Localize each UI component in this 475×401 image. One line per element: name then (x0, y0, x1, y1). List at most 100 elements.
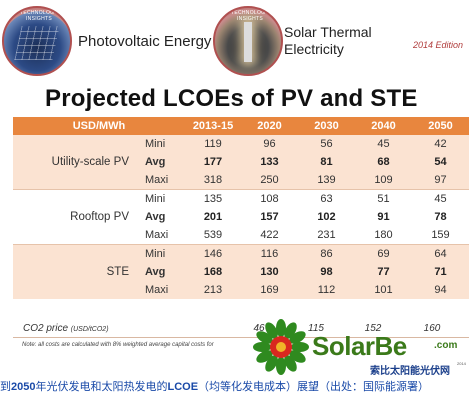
solarbe-domain: .com (434, 340, 458, 351)
value-cell: 116 (241, 244, 298, 263)
value-cell: 91 (355, 208, 412, 226)
ste-badge-logo: TECHNOLOGY INSIGHTS (213, 6, 283, 76)
report-header: TECHNOLOGY INSIGHTS Photovoltaic Energy … (0, 0, 475, 80)
level-cell: Avg (133, 153, 185, 171)
value-cell: 45 (355, 135, 412, 153)
table-row: STE Avg 168 130 98 77 71 (13, 263, 469, 281)
image-caption: 到2050年光伏发电和太阳热发电的LCOE（均等化发电成本）展望（出处：国际能源… (0, 378, 475, 394)
solarbe-chinese-name: 索比太阳能光伏网 (370, 366, 450, 377)
value-cell: 146 (185, 244, 241, 263)
value-cell: 78 (412, 208, 469, 226)
value-cell: 69 (355, 244, 412, 263)
value-cell: 81 (298, 153, 355, 171)
pv-badge-text: TECHNOLOGY INSIGHTS (19, 10, 58, 22)
solar-panel-icon (14, 26, 60, 60)
level-cell: Avg (133, 208, 185, 226)
ste-title-line1: Solar Thermal (284, 24, 372, 40)
value-cell: 68 (355, 153, 412, 171)
value-cell: 112 (298, 281, 355, 299)
caption-suffix: （均等化发电成本）展望（出处：国际能源署） (198, 381, 430, 393)
value-cell: 133 (241, 153, 298, 171)
table-row: Mini 119 96 56 45 42 (13, 135, 469, 153)
category-cell (13, 226, 133, 245)
category-cell (13, 244, 133, 263)
year-header: 2030 (298, 117, 355, 135)
caption-mid: 年光伏发电和太阳热发电的 (35, 381, 168, 393)
category-cell: STE (13, 263, 133, 281)
co2-price-row: CO2 price (USD/tCO2) 46 115 152 160 (13, 323, 469, 337)
table-row: Maxi 213 169 112 101 94 (13, 281, 469, 299)
value-cell: 130 (241, 263, 298, 281)
value-cell: 63 (298, 189, 355, 208)
value-cell: 177 (185, 153, 241, 171)
caption-prefix: 到 (0, 381, 11, 393)
co2-value: 115 (308, 323, 324, 334)
value-cell: 45 (412, 189, 469, 208)
value-cell: 201 (185, 208, 241, 226)
value-cell: 42 (412, 135, 469, 153)
ste-badge-text: TECHNOLOGY INSIGHTS (230, 10, 269, 22)
value-cell: 169 (241, 281, 298, 299)
co2-label-unit: (USD/tCO2) (70, 326, 109, 333)
watermark-year: 2014 (457, 361, 466, 366)
co2-price-label: CO2 price (USD/tCO2) (23, 323, 109, 334)
value-cell: 56 (298, 135, 355, 153)
category-cell (13, 189, 133, 208)
value-cell: 51 (355, 189, 412, 208)
value-cell: 98 (298, 263, 355, 281)
ste-title-line2: Electricity (284, 41, 344, 57)
level-cell: Maxi (133, 226, 185, 245)
value-cell: 180 (355, 226, 412, 245)
co2-label-main: CO2 price (23, 323, 69, 334)
value-cell: 101 (355, 281, 412, 299)
pv-report-title: Photovoltaic Energy (78, 33, 212, 50)
co2-value: 46 (253, 323, 265, 334)
value-cell: 71 (412, 263, 469, 281)
value-cell: 108 (241, 189, 298, 208)
co2-value: 152 (364, 323, 382, 334)
unit-header: USD/MWh (13, 117, 185, 135)
table-row: Maxi 539 422 231 180 159 (13, 226, 469, 245)
table-row: Rooftop PV Avg 201 157 102 91 78 (13, 208, 469, 226)
table-row: Mini 146 116 86 69 64 (13, 244, 469, 263)
pv-badge-logo: TECHNOLOGY INSIGHTS (2, 6, 72, 76)
table-body: Mini 119 96 56 45 42 Utility-scale PV Avg 177 133… (13, 135, 469, 299)
table-row: Utility-scale PV Avg 177 133 81 68 54 (13, 153, 469, 171)
category-cell: Utility-scale PV (13, 153, 133, 171)
value-cell: 96 (241, 135, 298, 153)
year-header: 2050 (412, 117, 469, 135)
category-cell (13, 171, 133, 190)
level-cell: Maxi (133, 171, 185, 190)
value-cell: 86 (298, 244, 355, 263)
level-cell: Avg (133, 263, 185, 281)
table-header-row: USD/MWh 2013-15 2020 2030 2040 2050 (13, 117, 469, 135)
value-cell: 135 (185, 189, 241, 208)
level-cell: Maxi (133, 281, 185, 299)
level-cell: Mini (133, 189, 185, 208)
year-header: 2040 (355, 117, 412, 135)
value-cell: 64 (412, 244, 469, 263)
value-cell: 119 (185, 135, 241, 153)
value-cell: 97 (412, 171, 469, 190)
year-header: 2020 (241, 117, 298, 135)
value-cell: 539 (185, 226, 241, 245)
value-cell: 139 (298, 171, 355, 190)
value-cell: 109 (355, 171, 412, 190)
value-cell: 102 (298, 208, 355, 226)
footnote: Note: all costs are calculated with 8% w… (22, 342, 214, 348)
value-cell: 54 (412, 153, 469, 171)
value-cell: 94 (412, 281, 469, 299)
value-cell: 318 (185, 171, 241, 190)
divider (13, 337, 469, 338)
value-cell: 168 (185, 263, 241, 281)
value-cell: 77 (355, 263, 412, 281)
value-cell: 250 (241, 171, 298, 190)
solarbe-flower-logo (253, 319, 309, 375)
year-header: 2013-15 (185, 117, 241, 135)
caption-lcoe: LCOE (167, 381, 199, 393)
value-cell: 213 (185, 281, 241, 299)
caption-year: 2050 (11, 381, 36, 393)
value-cell: 422 (241, 226, 298, 245)
solarbe-wordmark: SolarBe (312, 331, 407, 361)
category-cell (13, 281, 133, 299)
